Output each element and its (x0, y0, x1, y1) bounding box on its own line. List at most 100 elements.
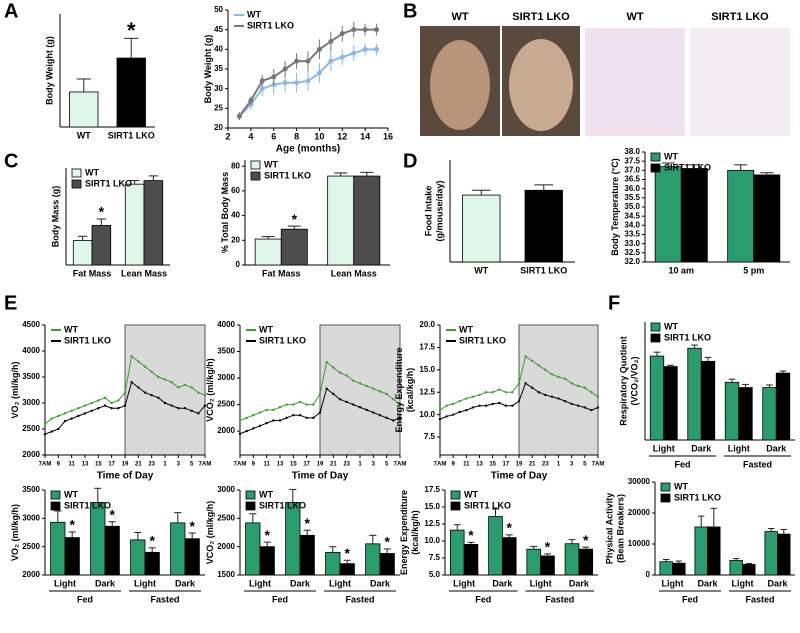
point (305, 58, 311, 64)
y-tick-label: 3000 (22, 513, 40, 522)
point (259, 86, 265, 92)
y-tick-label: 20 (231, 235, 240, 244)
point (177, 386, 180, 389)
point (504, 391, 508, 394)
bar (325, 551, 341, 576)
y-axis-label: Physical Activity (604, 493, 614, 564)
bar (526, 548, 542, 576)
point (123, 404, 127, 407)
x-tick-label: Light (249, 578, 271, 588)
dark-period (518, 324, 599, 456)
point (345, 374, 348, 377)
point (117, 407, 120, 410)
significance-mark: * (507, 520, 513, 536)
bar (729, 560, 743, 576)
y-tick-label: 2500 (22, 424, 40, 433)
x-tick-label: 21 (330, 462, 337, 468)
legend-label: WT (459, 324, 473, 334)
y-tick-label: 32.5 (624, 248, 640, 257)
legend-label: SIRT1 LKO (664, 332, 711, 342)
x-tick-label: 2 (225, 131, 230, 141)
bar (259, 546, 275, 576)
legend-label: WT (259, 324, 273, 334)
point (292, 403, 295, 406)
y-tick-label: 12.5 (424, 519, 440, 528)
legend-swatch (450, 501, 461, 511)
point (332, 366, 335, 369)
x-tick-label: Dark (697, 578, 718, 588)
bar (353, 175, 381, 266)
point (183, 407, 187, 410)
x-tick-label: 17 (502, 462, 509, 468)
point (385, 416, 388, 420)
point (392, 419, 395, 422)
group-label: Fed (682, 594, 698, 604)
point (511, 391, 514, 394)
photo-histology (690, 28, 790, 136)
bar (365, 543, 381, 576)
point (596, 395, 600, 398)
x-tick-label: Light (530, 578, 552, 588)
photo-label: SIRT1 LKO (512, 11, 570, 23)
point (563, 377, 567, 380)
point (316, 46, 322, 52)
x-tick-label: 15 (489, 462, 496, 468)
x-tick-label: 3 (372, 462, 376, 468)
point (170, 381, 173, 384)
bar (687, 347, 702, 441)
x-tick-label: 1 (557, 462, 561, 468)
bar (694, 526, 708, 576)
y-tick-label: 50 (214, 5, 223, 14)
legend-label: WT (64, 324, 78, 334)
legend-swatch (245, 490, 256, 500)
point (318, 392, 322, 396)
bar (727, 169, 755, 263)
point (248, 97, 254, 103)
x-tick-label: 21 (529, 462, 536, 468)
point (285, 416, 288, 420)
legend-swatch (650, 152, 661, 162)
x-tick-label: 23 (343, 462, 350, 468)
point (563, 400, 567, 403)
point (378, 390, 382, 393)
point (177, 407, 180, 410)
point (163, 378, 167, 381)
point (130, 355, 133, 358)
point (50, 430, 53, 433)
y-tick-label: 10.0 (419, 410, 435, 419)
x-tick-label: WT (474, 265, 488, 275)
significance-mark: * (69, 517, 75, 533)
legend-label: SIRT1 LKO (64, 335, 111, 345)
point (398, 403, 402, 406)
point (557, 375, 560, 379)
point (203, 404, 207, 407)
legend-label: WT (664, 321, 678, 331)
point (43, 433, 47, 436)
x-tick-label: 11 (463, 462, 470, 468)
x-axis-label: Time of Day (97, 471, 154, 482)
y-axis-label: Food Intake (423, 186, 433, 237)
y-tick-label: 4000 (22, 346, 40, 355)
x-axis-label: Age (months) (276, 144, 340, 155)
point (530, 386, 534, 389)
x-tick-label: Dark (175, 578, 196, 588)
point (137, 386, 140, 389)
y-tick-label: 3000 (217, 485, 235, 494)
y-axis-label: (Bean Breakers) (615, 494, 625, 563)
point (77, 407, 80, 410)
y-tick-label: 45 (214, 25, 223, 34)
point (332, 392, 335, 396)
x-tick-label: 7AM (39, 462, 52, 468)
legend-label: SIRT1 LKO (664, 162, 711, 172)
photo-histology (585, 28, 685, 136)
bar (654, 166, 682, 263)
point (590, 408, 593, 412)
point (328, 58, 334, 64)
group-label: Fasted (150, 594, 179, 604)
point (374, 27, 380, 33)
point (511, 404, 514, 407)
group-label: Fasted (545, 594, 574, 604)
bar (777, 533, 791, 576)
x-tick-label: Dark (569, 578, 590, 588)
